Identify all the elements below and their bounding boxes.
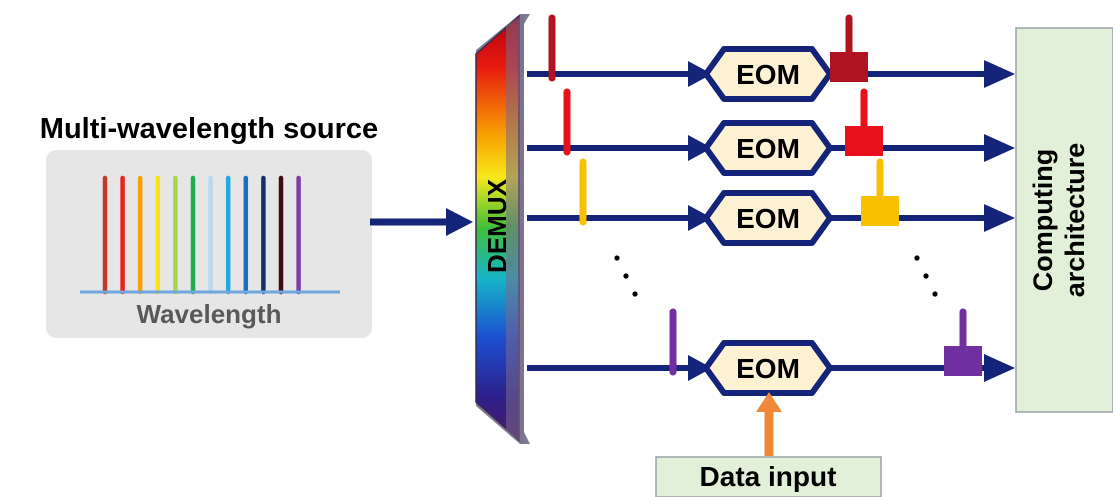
- eom-modulator: [703, 340, 833, 396]
- channel-4: EOM: [527, 308, 1015, 396]
- channel-2: EOM: [527, 88, 1015, 176]
- data-input-label: Data input: [700, 461, 837, 492]
- channel-group: EOM EOM EOM EOM: [527, 14, 1015, 396]
- eom-input-arrowhead: [688, 135, 712, 161]
- eom-label: EOM: [736, 59, 800, 90]
- demux-label: DEMUX: [482, 178, 512, 273]
- ellipsis-right: [914, 255, 938, 297]
- computing-architecture-box: [1015, 27, 1113, 413]
- eom-input-arrowhead: [688, 205, 712, 231]
- eom-label: EOM: [736, 203, 800, 234]
- channel-1: EOM: [527, 14, 1015, 102]
- spectrum-lines: [102, 175, 301, 295]
- data-input-arrow: [756, 392, 782, 456]
- data-input-box: [655, 456, 882, 497]
- computing-label-line1: Computing: [1028, 149, 1058, 291]
- eom-input-arrowhead: [688, 61, 712, 87]
- source-block: Multi-wavelength source Wavelength: [40, 113, 378, 338]
- eom-modulator: [703, 120, 833, 176]
- output-pulse-block: [944, 346, 982, 376]
- eom-label: EOM: [736, 353, 800, 384]
- ellipsis-left: [614, 255, 638, 297]
- demux-block: DEMUX: [475, 14, 530, 444]
- source-to-demux-arrow: [370, 208, 473, 236]
- eom-label: EOM: [736, 133, 800, 164]
- output-pulse-block: [830, 52, 868, 82]
- computing-label-line2: architecture: [1060, 143, 1090, 298]
- source-title: Multi-wavelength source: [40, 113, 378, 145]
- output-pulse-block: [845, 126, 883, 156]
- output-arrowhead: [984, 204, 1015, 232]
- eom-modulator: [703, 190, 833, 246]
- output-arrowhead: [984, 60, 1015, 88]
- wavelength-axis-label: Wavelength: [137, 299, 282, 329]
- output-pulse-block: [861, 196, 899, 226]
- eom-input-arrowhead: [688, 355, 712, 381]
- output-arrowhead: [984, 354, 1015, 382]
- output-arrowhead: [984, 134, 1015, 162]
- channel-3: EOM: [527, 158, 1015, 246]
